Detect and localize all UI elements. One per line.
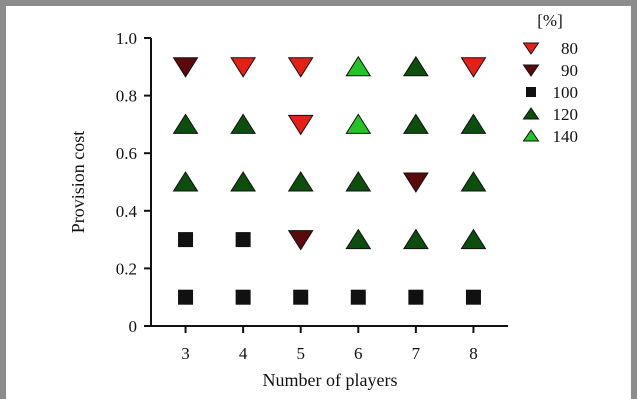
points-group <box>172 55 487 305</box>
data-point <box>345 55 372 77</box>
legend-label: 80 <box>561 39 578 58</box>
y-tick-label: 0.8 <box>116 87 137 106</box>
data-point <box>293 289 309 305</box>
data-point <box>287 230 314 251</box>
data-point <box>172 113 199 134</box>
legend: [%] 80 90 100 120 140 <box>522 11 579 146</box>
data-point <box>287 57 314 78</box>
data-point <box>350 289 366 305</box>
data-point <box>287 171 314 192</box>
data-point <box>460 228 487 250</box>
legend-label: 90 <box>561 61 578 80</box>
data-point <box>287 114 314 136</box>
data-point <box>402 228 429 250</box>
data-point <box>465 289 481 305</box>
legend-label: 140 <box>553 127 579 146</box>
data-point <box>230 171 257 192</box>
data-point <box>402 55 429 77</box>
data-point <box>178 289 194 305</box>
y-tick-label: 0.4 <box>116 202 138 221</box>
data-point <box>402 172 429 193</box>
data-point <box>235 232 251 248</box>
data-point <box>345 171 372 192</box>
x-tick-label: 7 <box>412 344 421 363</box>
data-point <box>235 289 251 305</box>
x-tick-label: 6 <box>354 344 363 363</box>
data-point <box>172 171 199 192</box>
data-point <box>172 57 199 78</box>
y-tick-label: 1.0 <box>116 29 137 48</box>
y-tick-label: 0.6 <box>116 144 137 163</box>
legend-marker <box>526 87 536 97</box>
y-tick-label: 0 <box>129 317 138 336</box>
data-point <box>178 232 194 248</box>
y-tick-group: 0 0.2 0.4 0.6 0.8 1.0 <box>116 29 151 336</box>
legend-marker <box>522 107 540 120</box>
y-axis-title: Provision cost <box>68 131 88 234</box>
data-point <box>230 113 257 134</box>
x-tick-label: 5 <box>296 344 305 363</box>
legend-marker <box>522 129 540 142</box>
data-point <box>460 171 487 192</box>
legend-label: 100 <box>553 83 579 102</box>
data-point <box>230 57 257 78</box>
data-point <box>408 289 424 305</box>
legend-marker <box>522 64 540 77</box>
x-tick-label: 3 <box>181 344 190 363</box>
legend-label: 120 <box>553 105 579 124</box>
x-tick-label: 4 <box>239 344 248 363</box>
x-axis-title: Number of players <box>263 370 398 390</box>
data-point <box>460 57 487 78</box>
legend-marker <box>522 42 540 55</box>
y-tick-label: 0.2 <box>116 259 137 278</box>
data-point <box>402 113 429 134</box>
data-point <box>345 113 372 134</box>
data-point <box>460 113 487 134</box>
x-tick-label: 8 <box>469 344 478 363</box>
data-point <box>345 228 372 250</box>
x-tick-group: 3 4 5 6 7 8 <box>181 326 478 363</box>
legend-title: [%] <box>537 11 562 30</box>
